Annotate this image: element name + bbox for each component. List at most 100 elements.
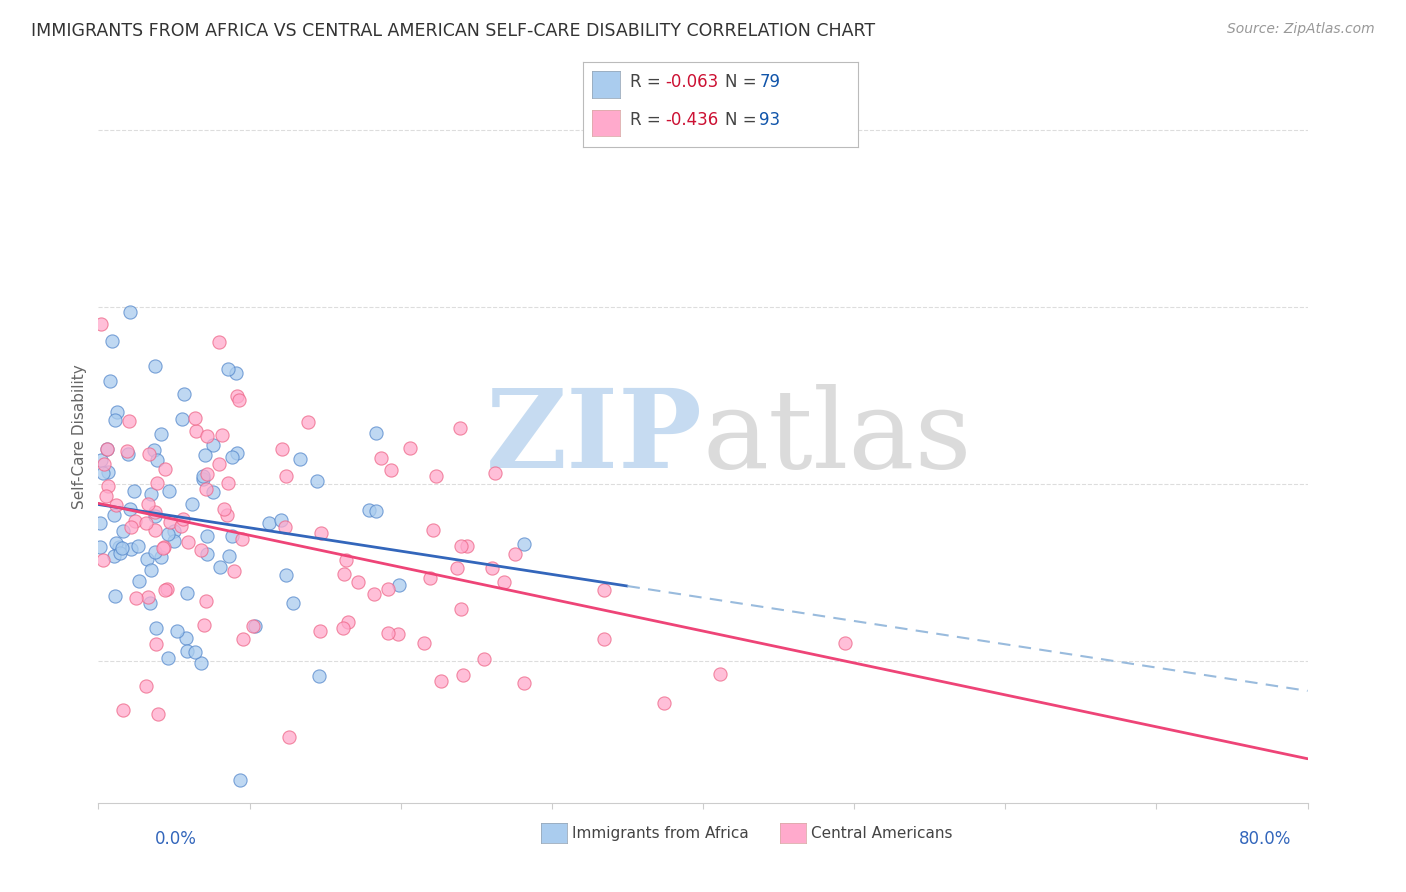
Point <box>89 540 111 554</box>
Point <box>484 466 506 480</box>
Point <box>225 388 247 402</box>
Point <box>503 547 526 561</box>
Text: 80.0%: 80.0% <box>1239 830 1292 847</box>
Point <box>225 446 247 460</box>
Point <box>309 624 332 638</box>
Point <box>377 582 399 597</box>
Point <box>277 730 299 744</box>
Point <box>195 429 218 443</box>
Point <box>450 539 472 553</box>
Point <box>157 651 180 665</box>
Point <box>195 594 218 608</box>
Point <box>170 518 193 533</box>
Point <box>366 504 388 518</box>
Point <box>212 502 235 516</box>
Point <box>124 514 146 528</box>
Point <box>297 415 319 429</box>
Point <box>139 487 162 501</box>
Point <box>108 546 131 560</box>
Point <box>274 568 297 582</box>
Point <box>274 519 297 533</box>
Point <box>208 458 231 472</box>
Point <box>166 624 188 638</box>
Text: N =: N = <box>725 73 762 91</box>
Point <box>229 773 252 788</box>
Point <box>242 619 264 633</box>
Point <box>228 392 250 407</box>
Point <box>430 674 453 689</box>
Point <box>193 618 215 632</box>
Point <box>191 468 214 483</box>
Point <box>347 575 370 590</box>
Point <box>143 506 166 520</box>
Point <box>103 508 125 522</box>
Point <box>218 362 240 376</box>
Point <box>159 515 181 529</box>
Point <box>190 656 212 670</box>
Point <box>209 559 232 574</box>
Point <box>281 596 304 610</box>
Point <box>399 442 422 456</box>
Point <box>96 442 118 457</box>
Point <box>96 489 118 503</box>
Point <box>152 541 174 555</box>
Point <box>98 374 121 388</box>
Point <box>194 448 217 462</box>
Point <box>138 446 160 460</box>
Point <box>184 424 207 438</box>
Text: R =: R = <box>630 112 666 129</box>
Point <box>135 552 157 566</box>
Point <box>413 636 436 650</box>
Point <box>388 578 411 592</box>
Point <box>472 651 495 665</box>
Point <box>652 697 675 711</box>
Point <box>101 334 124 348</box>
Point <box>218 549 240 563</box>
Point <box>419 571 441 585</box>
Point <box>232 632 254 646</box>
Point <box>97 466 120 480</box>
Point <box>90 453 112 467</box>
Point <box>97 479 120 493</box>
Point <box>270 513 292 527</box>
Point <box>377 625 399 640</box>
Point <box>451 667 474 681</box>
Point <box>380 463 402 477</box>
Point <box>103 549 125 563</box>
Point <box>456 539 478 553</box>
Text: ZIP: ZIP <box>486 384 703 491</box>
Point <box>211 428 233 442</box>
Point <box>593 582 616 597</box>
Point <box>307 475 329 489</box>
Point <box>111 541 134 555</box>
Point <box>184 645 207 659</box>
Point <box>422 523 444 537</box>
Point <box>90 318 112 332</box>
Point <box>195 529 218 543</box>
Point <box>215 508 238 522</box>
Text: Immigrants from Africa: Immigrants from Africa <box>572 826 749 840</box>
Point <box>172 512 194 526</box>
Point <box>153 462 176 476</box>
Point <box>387 627 409 641</box>
Point <box>193 472 215 486</box>
Point <box>208 335 231 350</box>
Point <box>127 540 149 554</box>
Point <box>155 582 177 597</box>
Point <box>125 591 148 605</box>
Point <box>449 421 471 435</box>
Point <box>190 543 212 558</box>
Point <box>224 565 246 579</box>
Point <box>108 540 131 554</box>
Point <box>364 426 387 441</box>
Point <box>309 526 332 541</box>
Point <box>173 387 195 401</box>
Point <box>492 575 515 590</box>
Point <box>118 305 141 319</box>
Point <box>107 404 129 418</box>
Point <box>513 676 536 690</box>
Point <box>363 587 385 601</box>
Point <box>143 509 166 524</box>
Point <box>370 451 392 466</box>
Point <box>112 703 135 717</box>
